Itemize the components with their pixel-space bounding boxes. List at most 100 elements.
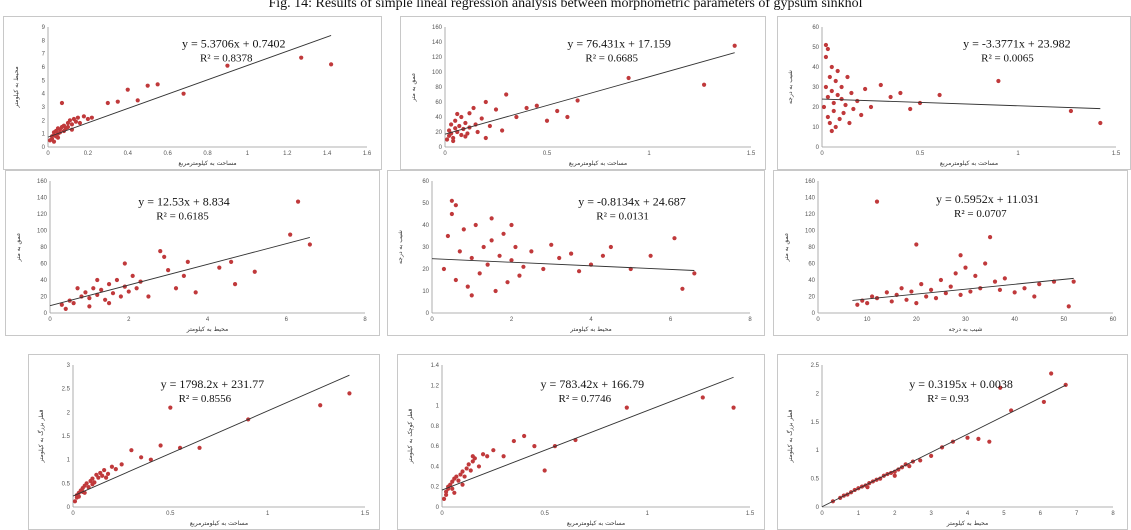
- chart-panel-3: 0 0.5 1 1.5 0 10 20 30 40 50 60 مساحت به کیلومترمرب…: [777, 16, 1131, 170]
- x-tick-label: 8: [363, 317, 367, 323]
- data-point: [504, 92, 509, 97]
- data-point: [145, 83, 150, 88]
- data-point: [938, 277, 944, 283]
- x-axis-label: شیب به درجه: [949, 326, 983, 333]
- data-point: [113, 467, 118, 472]
- data-point: [480, 452, 486, 457]
- data-point: [166, 268, 171, 273]
- data-point: [288, 232, 293, 237]
- x-tick-label: 20: [913, 317, 920, 323]
- data-point: [898, 90, 903, 96]
- data-point: [75, 115, 81, 120]
- data-point: [929, 453, 934, 458]
- data-point: [732, 43, 737, 48]
- y-tick-label: 40: [435, 115, 442, 121]
- data-point: [845, 74, 850, 80]
- data-point: [908, 106, 913, 112]
- data-point: [452, 490, 457, 495]
- data-point: [477, 271, 482, 276]
- x-tick-label: 1.6: [363, 151, 372, 157]
- data-point: [444, 137, 450, 142]
- data-point: [453, 203, 458, 208]
- data-point: [701, 82, 707, 87]
- y-tick-label: 0: [816, 505, 820, 511]
- data-point: [544, 118, 550, 123]
- data-point: [825, 114, 830, 120]
- data-point: [914, 242, 919, 247]
- scatter-chart-8: 0 0.5 1 1.5 0 0.2 0.4 0.6 0.8 1 1.2 1.4 مساحت به کیل…: [407, 363, 755, 527]
- data-point: [450, 486, 455, 491]
- data-point: [859, 112, 864, 118]
- scatter-chart-6: 0 10 20 30 40 50 60 0 20 40 60 80 100 120 140 160 شیب به…: [783, 179, 1117, 333]
- y-tick-label: 40: [808, 278, 815, 284]
- data-point: [600, 253, 606, 258]
- scatter-chart-1: 0 0.2 0.4 0.6 0.8 1 1.2 1.4 1.6 0 1 2 3 4 5 6 7 8 9 مساحت ب…: [13, 25, 372, 167]
- data-point: [295, 199, 301, 204]
- r-squared-label: R² = 0.7746: [559, 393, 612, 405]
- data-point: [193, 290, 198, 295]
- data-point: [624, 405, 629, 410]
- trend-line: [72, 374, 350, 497]
- chart-panel-7: 0 0.5 1 1.5 0 0.5 1 1.5 2 2.5 3 مساحت به کیلومترمرب…: [28, 354, 380, 530]
- data-point: [823, 42, 829, 48]
- data-point: [158, 249, 163, 254]
- data-point: [99, 287, 104, 292]
- x-tick-label: 1.5: [746, 511, 755, 517]
- x-axis-label: محیط به کیلومتر: [569, 326, 611, 333]
- data-point: [100, 473, 105, 478]
- x-tick-label: 4: [589, 317, 593, 323]
- y-tick-label: 0.5: [62, 481, 71, 487]
- data-point: [1002, 276, 1007, 281]
- data-point: [497, 253, 502, 258]
- data-point: [105, 100, 110, 106]
- data-point: [1098, 120, 1103, 126]
- data-point: [965, 435, 970, 440]
- data-point: [958, 253, 963, 258]
- data-point: [1022, 286, 1027, 291]
- data-point: [329, 62, 334, 67]
- data-point: [456, 478, 461, 483]
- data-point: [958, 292, 963, 297]
- x-tick-label: 0: [48, 317, 52, 323]
- data-point: [532, 444, 537, 449]
- data-point: [827, 74, 832, 80]
- data-point: [827, 120, 832, 126]
- data-point: [96, 475, 101, 480]
- x-tick-label: 6: [285, 317, 289, 323]
- y-tick-label: 40: [40, 278, 47, 284]
- data-point: [59, 302, 64, 307]
- data-point: [135, 98, 140, 103]
- y-tick-label: 20: [812, 105, 819, 111]
- chart-panel-9: 0 1 2 3 4 5 6 7 8 0 0.5 1 1.5 2 2.5 محیط به کیلومتر قطر …: [777, 354, 1128, 530]
- data-point: [455, 111, 460, 117]
- data-point: [445, 233, 450, 239]
- data-point: [85, 116, 90, 122]
- data-point: [84, 481, 89, 486]
- x-tick-label: 1: [646, 511, 650, 517]
- data-point: [109, 464, 115, 469]
- x-axis-label: محیط به کیلومتر: [946, 520, 988, 527]
- data-point: [106, 301, 112, 306]
- data-point: [67, 118, 73, 123]
- data-point: [466, 462, 471, 467]
- scatter-chart-9: 0 1 2 3 4 5 6 7 8 0 0.5 1 1.5 2 2.5 محیط به کیلومتر قطر …: [785, 363, 1115, 527]
- x-tick-label: 1.5: [747, 151, 756, 157]
- data-point: [829, 88, 834, 94]
- y-tick-label: 3: [67, 363, 71, 369]
- data-point: [963, 265, 968, 270]
- x-tick-label: 0: [443, 151, 447, 157]
- data-point: [81, 114, 86, 119]
- data-point: [833, 124, 838, 130]
- y-tick-label: 120: [432, 55, 443, 61]
- data-point: [823, 84, 829, 90]
- y-tick-label: 140: [432, 40, 443, 46]
- chart-panel-1: 0 0.2 0.4 0.6 0.8 1 1.2 1.4 1.6 0 1 2 3 4 5 6 7 8 9 مساحت ب…: [3, 16, 382, 170]
- trend-line: [49, 237, 310, 307]
- x-tick-label: 8: [748, 317, 752, 323]
- regression-equation: y = 0.5952x + 11.031: [936, 192, 1039, 206]
- trend-line: [852, 277, 1074, 301]
- regression-equation: y = -3.3771x + 23.982: [963, 36, 1071, 50]
- y-tick-label: 160: [37, 179, 48, 185]
- data-point: [973, 273, 978, 278]
- data-point: [825, 46, 830, 52]
